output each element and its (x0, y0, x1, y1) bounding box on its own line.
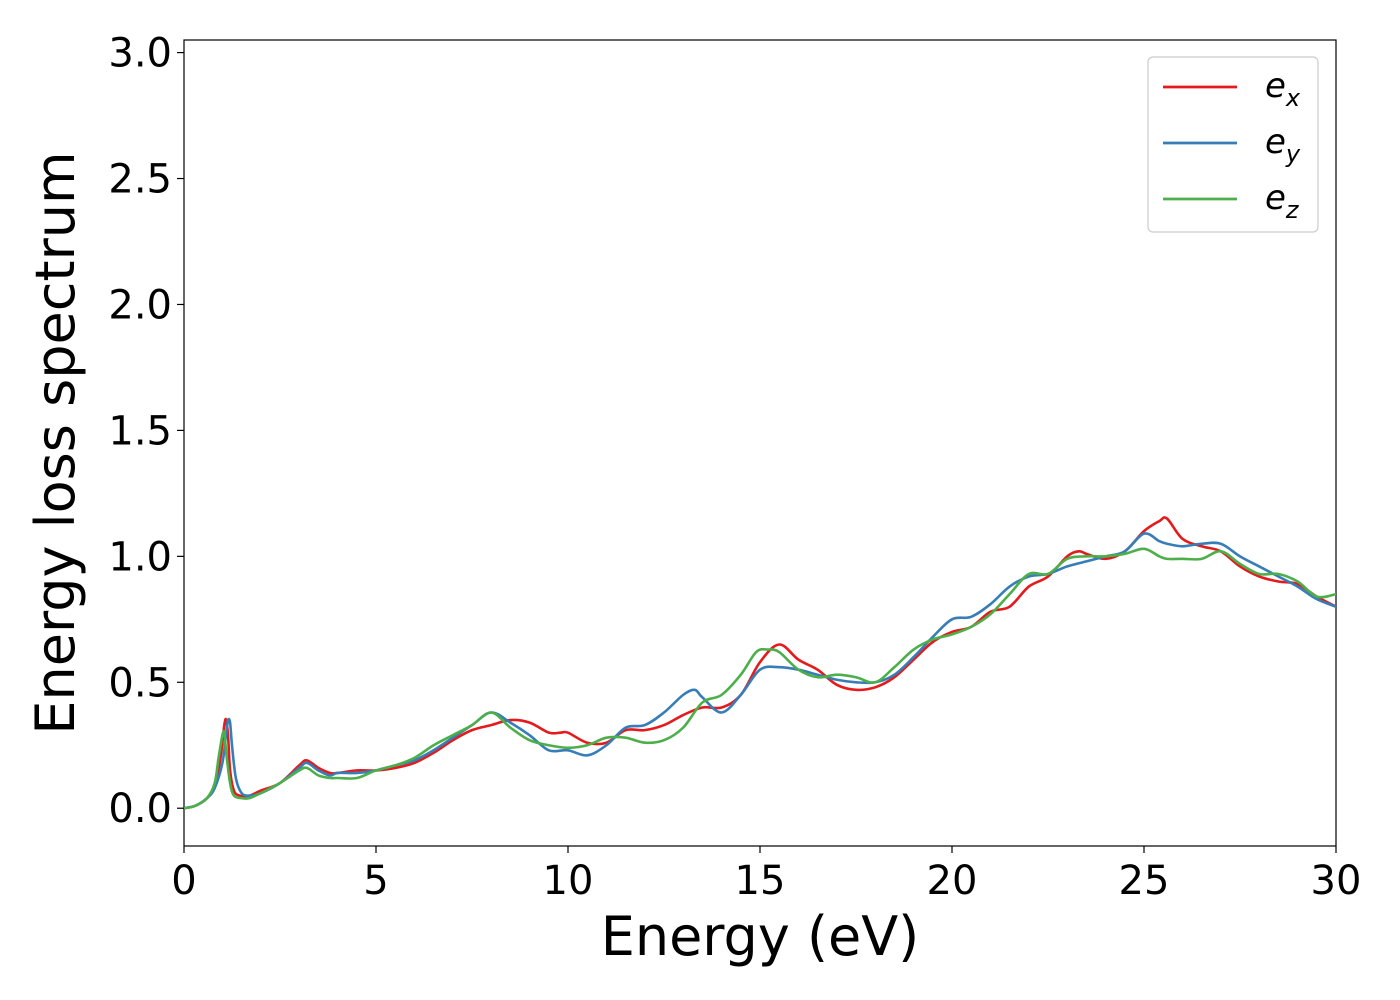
x-tick-label: 5 (363, 858, 388, 904)
y-tick-label: 1.0 (108, 534, 172, 580)
x-tick-label: 10 (543, 858, 594, 904)
y-tick-label: 0.5 (108, 660, 172, 706)
x-axis: 0 5 10 15 20 25 30 (171, 846, 1361, 904)
y-axis-title: Energy loss spectrum (24, 151, 87, 734)
x-tick-label: 20 (927, 858, 978, 904)
y-tick-label: 2.0 (108, 282, 172, 328)
x-tick-label: 0 (171, 858, 196, 904)
legend-label-ez: ez (1265, 178, 1300, 224)
y-tick-label: 3.0 (108, 31, 172, 77)
series-lines (184, 516, 1336, 810)
y-axis: 0.0 0.5 1.0 1.5 2.0 2.5 3.0 (108, 31, 184, 832)
legend-box (1147, 56, 1319, 233)
plot-area (183, 39, 1337, 847)
legend-label-ex: ex (1265, 66, 1301, 112)
legend-label-ey: ey (1265, 122, 1301, 168)
x-axis-title: Energy (eV) (601, 905, 920, 968)
x-tick-label: 15 (735, 858, 786, 904)
y-tick-label: 2.5 (108, 157, 172, 203)
legend: ex ey ez (1147, 56, 1319, 233)
y-tick-label: 1.5 (108, 408, 172, 454)
x-tick-label: 30 (1311, 858, 1362, 904)
x-tick-label: 25 (1119, 858, 1170, 904)
y-tick-label: 0.0 (108, 786, 172, 832)
series-line-ez (184, 547, 1336, 810)
